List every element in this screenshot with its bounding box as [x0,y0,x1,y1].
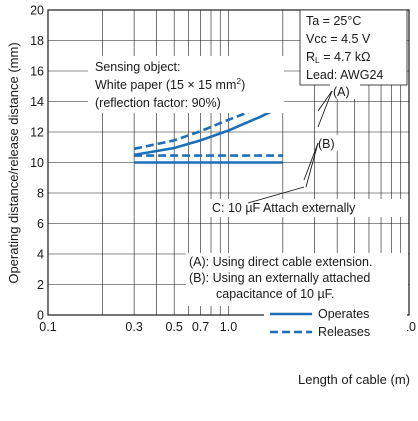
label-a-backdrop [330,83,360,99]
sensing-note-backdrop [88,56,284,113]
note-b: (B): Using an externally attached [189,271,370,285]
condition-rl-value: = 4.7 kΩ [320,50,371,64]
leader-b2 [305,142,319,188]
y-tick-label: 2 [37,278,44,292]
legend-backdrop [264,306,407,341]
label-b-backdrop [316,135,346,151]
notes-block: (A): Using direct cable extension. (B): … [186,253,408,306]
condition-rl-r: R [306,50,315,64]
sensing-note-line2-b: ) [241,78,245,92]
sensing-note-line1: Sensing object: [95,60,180,74]
plot-frame [47,9,410,316]
condition-lead: Lead: AWG24 [306,68,383,82]
cap-note-text: C: 10 µF Attach externally [212,201,356,215]
leader-a2 [317,90,333,128]
condition-rl-sub: L [315,55,320,65]
legend: Operates Releases [264,306,407,341]
cap-note: C: 10 µF Attach externally [206,186,406,217]
y-tick-label: 0 [37,309,44,323]
x-tick-label: 0.3 [125,320,142,334]
x-tick-label: 0.7 [192,320,209,334]
y-tick-label: 12 [30,126,44,140]
x-axis-title: Length of cable (m) [298,372,410,387]
curve-label-a: (A) [333,85,350,99]
x-tick-label: 0.5 [165,320,182,334]
y-tick-label: 8 [37,187,44,201]
sensing-note-line3: (reflection factor: 90%) [95,96,221,110]
series-line-a-operates [133,104,284,157]
legend-label-operates: Operates [318,307,369,321]
leader-a1 [317,90,333,112]
sensing-note-line2: White paper (15 × 15 mm2) [95,76,245,92]
sensing-note-line2-a: White paper (15 × 15 mm [95,78,236,92]
y-axis-title: Operating distance/release distance (mm) [6,42,21,283]
condition-vcc: Vcc = 4.5 V [306,32,371,46]
cap-note-leader [247,186,305,204]
x-tick-label: 0.1 [39,320,56,334]
notes-backdrop [186,253,408,306]
y-tick-label: 18 [30,34,44,48]
y-tick-label: 6 [37,217,44,231]
condition-rl: RL = 4.7 kΩ [306,50,370,65]
y-tick-label: 10 [30,156,44,170]
cap-note-backdrop [206,199,406,217]
note-a: (A): Using direct cable extension. [189,255,372,269]
y-tick-label: 16 [30,65,44,79]
y-tick-label: 20 [30,4,44,18]
note-b-cont: capacitance of 10 µF. [216,287,334,301]
y-tick-label: 4 [37,248,44,262]
curve-labels: (A) (B) [303,83,360,188]
sensing-note: Sensing object: White paper (15 × 15 mm2… [88,56,284,113]
sensing-note-sup: 2 [236,76,241,86]
x-tick-label: 1.0 [220,320,237,334]
leader-b1 [303,142,319,181]
y-tick-label: 14 [30,95,44,109]
curve-label-b: (B) [318,137,335,151]
conditions-box: Ta = 25°C Vcc = 4.5 V RL = 4.7 kΩ Lead: … [299,9,408,86]
conditions-frame [299,9,408,86]
condition-ta: Ta = 25°C [306,14,361,28]
legend-label-releases: Releases [318,325,370,339]
